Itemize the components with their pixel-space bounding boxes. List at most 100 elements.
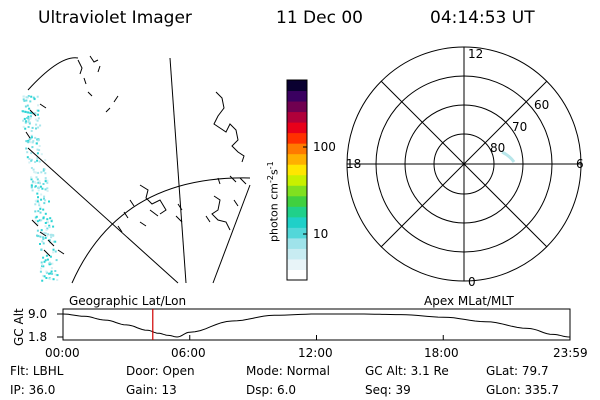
emission-pixel	[46, 227, 49, 230]
emission-pixel	[36, 229, 39, 232]
info-gc-alt: GC Alt: 3.1 Re	[365, 364, 449, 378]
emission-pixel	[34, 199, 37, 202]
emission-pixel	[45, 228, 48, 231]
emission-pixel	[25, 140, 28, 143]
color-bar-frame	[286, 79, 308, 281]
emission-pixel	[39, 207, 42, 210]
emission-pixel	[24, 121, 27, 124]
info-door: Door: Open	[126, 364, 195, 378]
emission-pixel	[30, 152, 33, 155]
color-bar-label-100: 100	[313, 140, 336, 154]
emission-pixel	[36, 198, 39, 201]
emission-pixel	[40, 193, 43, 196]
emission-pixel	[28, 161, 31, 164]
emission-pixel	[39, 243, 41, 245]
emission-pixel	[48, 200, 50, 203]
emission-pixel	[37, 210, 40, 213]
emission-pixel	[44, 232, 47, 235]
emission-pixel	[34, 203, 37, 206]
emission-pixel	[46, 190, 49, 192]
color-bar-cell	[287, 143, 307, 155]
emission-pixel	[29, 137, 32, 140]
emission-pixel	[43, 197, 45, 200]
color-bar	[286, 79, 308, 281]
emission-pixel	[40, 248, 43, 251]
color-bar-cell	[287, 122, 307, 134]
emission-pixel	[34, 219, 37, 222]
emission-pixel	[28, 140, 31, 143]
emission-pixel	[27, 115, 30, 118]
map-meridian-1	[169, 57, 187, 284]
emission-pixel	[30, 176, 32, 179]
emission-pixel	[44, 188, 47, 191]
emission-pixel	[38, 219, 41, 222]
timeline-ytick-label-bottom: 1.8	[28, 330, 48, 344]
color-bar-cell	[287, 111, 307, 123]
auroral-emission-region	[21, 95, 59, 282]
emission-pixel	[28, 157, 31, 160]
info-filter: Flt: LBHL	[10, 364, 64, 378]
emission-pixel	[27, 139, 30, 142]
color-bar-cell	[287, 258, 307, 270]
emission-pixel	[36, 119, 39, 122]
emission-pixel	[38, 145, 41, 147]
emission-pixel	[30, 159, 33, 162]
emission-pixel	[38, 204, 41, 207]
emission-pixel	[48, 263, 51, 266]
emission-pixel	[31, 181, 34, 184]
emission-pixel	[39, 211, 42, 214]
info-ip: IP: 36.0	[10, 383, 56, 397]
emission-pixel	[56, 279, 59, 281]
emission-pixel	[55, 259, 58, 262]
timeline-xtick-label-1200: 12:00	[298, 346, 333, 360]
emission-pixel	[34, 161, 37, 163]
altitude-series-line	[62, 313, 570, 338]
emission-pixel	[25, 96, 28, 99]
emission-pixel	[44, 172, 47, 175]
emission-pixel	[49, 272, 52, 275]
emission-pixel	[45, 271, 48, 274]
emission-pixel	[34, 136, 37, 139]
emission-pixel	[27, 111, 30, 114]
emission-pixel	[42, 216, 45, 219]
emission-pixel	[29, 112, 32, 115]
map-horizon-arc	[27, 57, 79, 91]
emission-pixel	[30, 186, 33, 189]
emission-pixel	[40, 198, 43, 201]
emission-pixel	[51, 272, 54, 275]
timeline-xtick-label-0600: 06:00	[171, 346, 206, 360]
emission-pixel	[35, 113, 38, 116]
emission-pixel	[36, 148, 39, 151]
polar-plot	[346, 46, 582, 282]
emission-pixel	[40, 267, 43, 270]
emission-pixel	[54, 273, 57, 276]
emission-pixel	[37, 139, 40, 142]
emission-pixel	[28, 107, 31, 110]
emission-pixel	[49, 217, 52, 220]
polar-label-lat-60: 60	[534, 98, 550, 112]
emission-pixel	[27, 119, 30, 121]
emission-pixel	[37, 186, 40, 189]
emission-pixel	[42, 242, 45, 245]
emission-pixel	[52, 225, 55, 228]
emission-pixel	[36, 220, 39, 223]
emission-pixel	[26, 96, 29, 99]
color-bar-cell	[287, 269, 307, 281]
color-bar-cell	[287, 101, 307, 113]
color-bar-cell	[287, 164, 307, 176]
geographic-map	[21, 55, 251, 284]
emission-pixel	[26, 151, 29, 154]
emission-pixel	[44, 236, 47, 239]
emission-pixel	[37, 234, 40, 237]
emission-pixel	[50, 236, 53, 239]
emission-pixel	[36, 95, 39, 98]
emission-pixel	[27, 117, 30, 120]
emission-pixel	[30, 95, 33, 98]
info-mode: Mode: Normal	[246, 364, 330, 378]
color-bar-cell	[287, 237, 307, 249]
emission-pixel	[41, 279, 44, 282]
emission-pixel	[30, 134, 33, 137]
emission-pixel	[40, 261, 43, 264]
color-bar-cell	[287, 206, 307, 218]
